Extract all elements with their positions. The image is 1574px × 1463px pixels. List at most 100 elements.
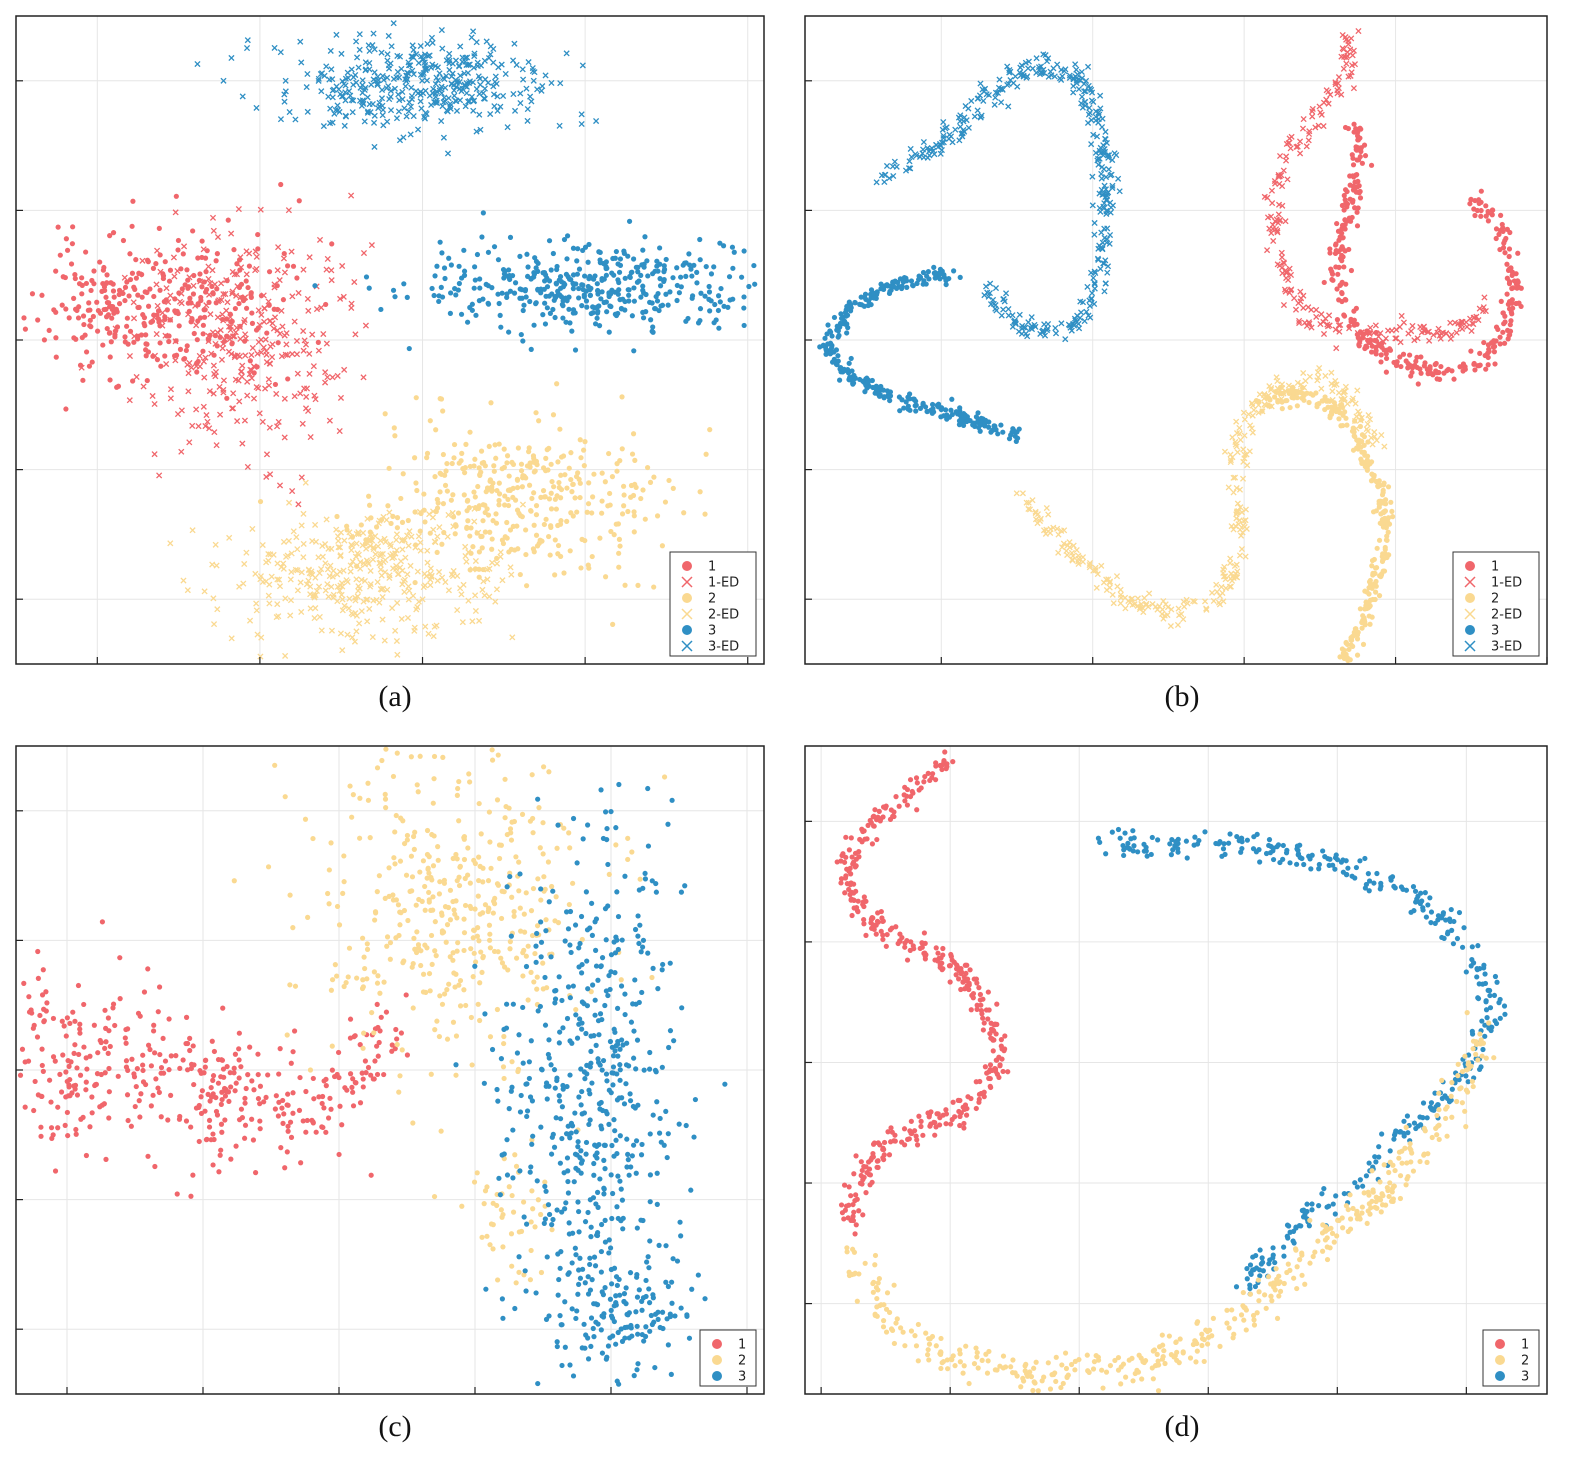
data-point-3-ED [1092, 108, 1099, 115]
data-point-2 [526, 449, 532, 455]
data-point-3 [844, 303, 851, 309]
data-point-2 [494, 797, 501, 803]
data-point-1 [1344, 204, 1350, 210]
data-point-2 [1350, 447, 1357, 453]
data-point-2-ED [419, 596, 426, 603]
data-point-3 [727, 297, 733, 303]
data-point-1-ED [130, 299, 137, 306]
data-point-2 [434, 549, 440, 556]
data-point-1-ED [235, 377, 242, 384]
data-point-2 [540, 820, 546, 826]
data-point-2-ED [497, 553, 504, 560]
data-point-2-ED [286, 499, 293, 506]
data-point-2 [531, 522, 537, 528]
data-point-1 [200, 322, 206, 328]
data-point-2 [455, 785, 461, 792]
data-point-1 [210, 1077, 216, 1083]
data-point-3-ED [1103, 192, 1110, 199]
data-point-1-ED [1300, 304, 1307, 312]
data-point-1 [130, 378, 136, 384]
data-point-1 [129, 1056, 135, 1062]
data-point-1 [1358, 148, 1364, 155]
data-point-1-ED [1276, 172, 1283, 180]
data-point-2 [388, 520, 394, 527]
data-point-2 [417, 869, 423, 875]
data-point-1 [106, 1089, 112, 1095]
data-point-3 [695, 320, 702, 326]
data-point-1 [93, 1081, 99, 1087]
data-point-2 [414, 782, 420, 788]
data-point-2 [1287, 387, 1294, 394]
data-point-2 [488, 865, 494, 871]
data-point-1-ED [294, 370, 301, 377]
data-point-1-ED [1296, 138, 1304, 145]
ticks [16, 80, 749, 664]
data-point-2 [347, 783, 353, 789]
data-point-3-ED [481, 57, 488, 64]
data-point-3-ED [1005, 103, 1012, 110]
data-point-1 [298, 1160, 304, 1166]
data-point-2 [562, 472, 568, 478]
data-point-1 [53, 268, 59, 274]
data-point-3-ED [1010, 80, 1017, 87]
data-point-2 [417, 753, 423, 759]
data-point-1 [1472, 367, 1478, 373]
data-point-1 [357, 1100, 364, 1106]
data-point-2-ED [341, 537, 348, 544]
data-point-2 [508, 837, 515, 843]
data-point-3-ED [1011, 317, 1018, 324]
data-point-3 [900, 279, 906, 285]
data-point-3-ED [297, 38, 304, 45]
data-point-1-ED [212, 340, 219, 347]
data-point-3-ED [1103, 208, 1110, 215]
data-point-1 [290, 1110, 296, 1116]
data-point-3 [591, 305, 597, 311]
data-point-2-ED [1106, 579, 1113, 586]
data-point-1 [1502, 250, 1508, 256]
data-point-3-ED [304, 108, 311, 115]
data-point-2-ED [381, 637, 388, 644]
data-point-1-ED [1469, 320, 1476, 327]
data-point-2-ED [1125, 597, 1132, 605]
data-point-3-ED [1095, 155, 1102, 162]
data-point-2 [553, 894, 559, 900]
data-point-2 [466, 771, 472, 777]
data-point-2 [661, 774, 668, 780]
data-point-2-ED [1168, 606, 1175, 613]
data-point-1-ED [348, 300, 355, 307]
data-point-2-ED [435, 568, 443, 576]
data-point-3-ED [1058, 66, 1065, 73]
data-point-2-ED [1098, 562, 1105, 569]
data-point-1 [162, 259, 168, 265]
data-point-1-ED [1272, 218, 1279, 225]
data-point-2 [449, 460, 455, 467]
data-point-3 [442, 275, 448, 282]
data-point-3 [895, 279, 901, 286]
data-point-2-ED [298, 608, 305, 616]
data-point-2-ED [463, 558, 470, 565]
data-point-1-ED [1270, 237, 1277, 245]
data-point-1 [150, 1092, 156, 1098]
data-point-3-ED [1102, 257, 1109, 264]
data-point-2-ED [1221, 448, 1229, 455]
data-point-3 [499, 290, 505, 296]
data-point-1 [233, 1080, 239, 1086]
data-point-1-ED [126, 397, 133, 404]
data-point-2 [509, 1192, 515, 1199]
data-point-3 [871, 295, 877, 301]
data-point-3-ED [955, 114, 962, 121]
data-point-2 [1277, 384, 1284, 390]
data-point-1 [1343, 281, 1349, 287]
data-point-1 [156, 984, 163, 990]
data-point-3-ED [939, 126, 946, 133]
data-point-2-ED [1233, 484, 1240, 492]
data-point-1-ED [250, 395, 258, 402]
data-point-2 [418, 962, 424, 969]
data-point-1 [48, 1099, 54, 1105]
data-point-1-ED [1286, 289, 1293, 296]
data-point-2 [1364, 589, 1370, 595]
data-point-3-ED [358, 102, 365, 109]
data-point-1 [1507, 322, 1513, 328]
data-point-3-ED [530, 77, 537, 84]
data-point-2 [544, 985, 550, 991]
